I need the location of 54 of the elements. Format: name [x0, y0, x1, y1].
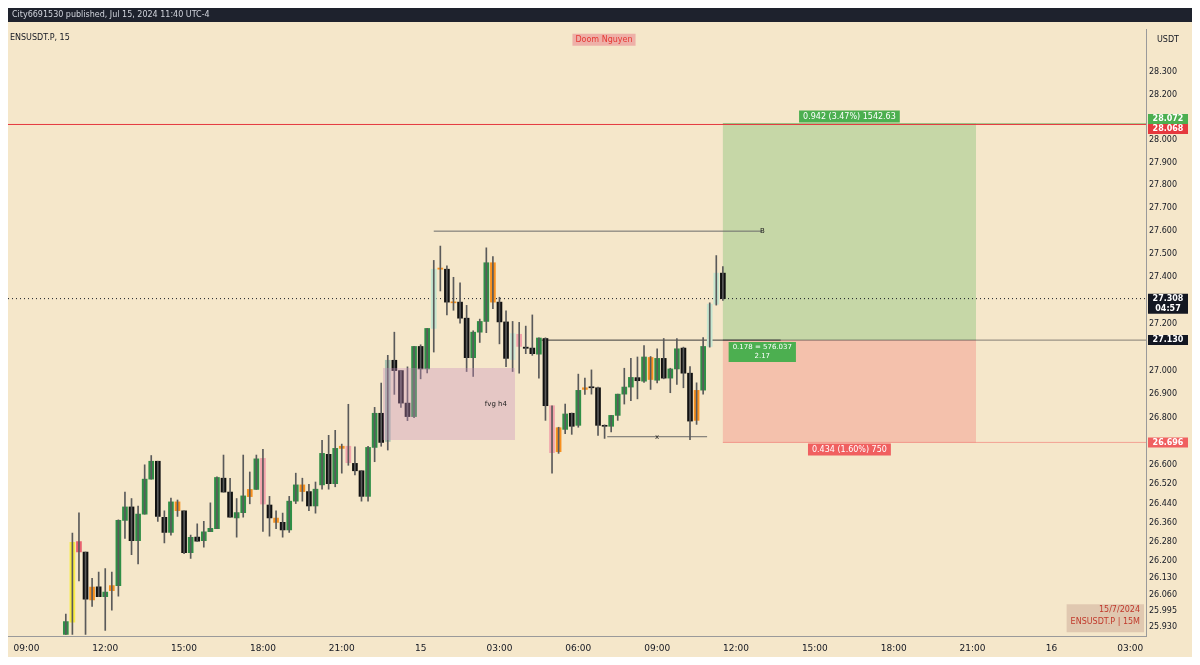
text: ENSUSDT.P, 15 — [10, 32, 70, 42]
text: City6691530 published, Jul 15, 2024 11:40 UTC-4 — [8, 8, 1192, 22]
band-label: 0.434 (1.60%) 750 — [811, 444, 887, 454]
x-tick-label: 12:00 — [723, 642, 750, 653]
y-tick-label: 27.600 — [1149, 226, 1177, 236]
x-tick-label: 15:00 — [801, 642, 829, 653]
y-tick-label: 26.800 — [1149, 412, 1177, 422]
ref-line-label: 28.072 — [1152, 114, 1184, 124]
annotation: ENSUSDT.P | 15M — [1070, 617, 1141, 627]
y-tick-label: 25.930 — [1149, 622, 1177, 632]
y-tick-label: 27.400 — [1149, 272, 1177, 282]
x-tick-label: 09:00 — [13, 642, 40, 653]
y-tick-label: 26.130 — [1149, 573, 1177, 583]
ref-line-label: 28.068 — [1152, 124, 1184, 134]
ref-line-label: 27.130 — [1152, 335, 1184, 345]
x-tick-label: 18:00 — [249, 642, 277, 653]
x-tick-label: 03:00 — [1117, 642, 1144, 653]
y-tick-label: 28.000 — [1149, 134, 1177, 144]
y-tick-label: 28.200 — [1149, 89, 1177, 99]
ref-line-label: 26.696 — [1152, 437, 1184, 447]
x-tick-label: 03:00 — [486, 642, 513, 653]
text: 04:57 — [1155, 303, 1181, 313]
y-tick-label: 27.200 — [1149, 318, 1177, 328]
x-tick-label: 12:00 — [92, 642, 119, 653]
x-tick-label: 15:00 — [171, 642, 198, 653]
y-axis-title: USDT — [1157, 34, 1180, 44]
band-label: 0.942 (3.47%) 1542.63 — [803, 111, 896, 121]
y-tick-label: 25.995 — [1149, 606, 1177, 616]
annotation: Doom Nguyen — [575, 34, 633, 44]
y-tick-label: 26.440 — [1149, 498, 1177, 508]
annotation: 15/7/2024 — [1098, 605, 1140, 615]
x-tick-label: 18:00 — [880, 642, 907, 653]
y-tick-label: 26.900 — [1149, 389, 1177, 399]
x-tick-label: 16 — [1045, 642, 1058, 653]
x-tick-label: 21:00 — [328, 642, 356, 653]
x-tick-label: 06:00 — [565, 642, 592, 653]
y-tick-label: 27.800 — [1149, 180, 1177, 190]
candlestick — [582, 377, 588, 395]
y-tick-label: 27.700 — [1149, 203, 1177, 213]
y-tick-label: 26.360 — [1149, 517, 1177, 527]
y-tick-label: 28.300 — [1149, 67, 1177, 77]
y-tick-label: 26.520 — [1149, 479, 1177, 489]
y-tick-label: 26.200 — [1149, 556, 1177, 566]
x-tick-label: 21:00 — [959, 642, 986, 653]
x-tick-label: 15 — [414, 642, 427, 653]
x-tick-label: 09:00 — [644, 642, 671, 653]
y-tick-label: 27.500 — [1149, 249, 1177, 259]
candlestick — [181, 510, 187, 555]
y-tick-label: 26.280 — [1149, 537, 1177, 547]
y-tick-label: 27.000 — [1149, 365, 1177, 375]
y-tick-label: 27.900 — [1149, 157, 1177, 167]
y-tick-label: 26.060 — [1149, 590, 1177, 600]
y-tick-label: 26.600 — [1149, 460, 1177, 470]
ref-line-label: 27.308 — [1152, 293, 1184, 303]
